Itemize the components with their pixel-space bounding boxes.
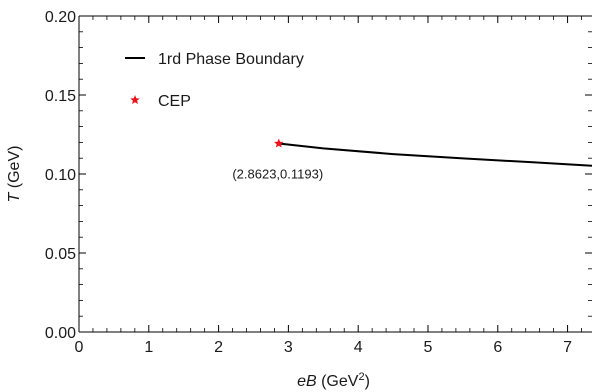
x-axis-title-symbol: eB [297, 373, 317, 390]
x-axis-title-close: ) [365, 373, 370, 390]
x-tick-labels: 0 1 2 3 4 5 6 7 [75, 339, 573, 356]
x-tick-label: 4 [354, 339, 363, 356]
phase-boundary-line [278, 142, 593, 167]
y-axis-title: T (GeV) [6, 146, 23, 203]
x-tick-label: 0 [75, 339, 84, 356]
x-tick-label: 3 [284, 339, 293, 356]
x-tick-label: 6 [493, 339, 502, 356]
y-axis-title-unit: (GeV) [6, 146, 23, 193]
major-ticks [78, 15, 592, 333]
minor-ticks [79, 16, 592, 332]
x-axis-title-unit: (GeV [317, 373, 359, 390]
cep-star-marker [274, 138, 284, 148]
y-axis-title-symbol: T [6, 191, 23, 202]
y-tick-label: 0.05 [45, 246, 76, 263]
x-axis-title-superscript: 2 [358, 371, 364, 383]
x-tick-label: 5 [424, 339, 433, 356]
legend-star-swatch [130, 95, 140, 105]
legend-label-phase-boundary: 1rd Phase Boundary [158, 51, 304, 68]
y-tick-label: 0.15 [45, 88, 76, 105]
x-tick-label: 7 [563, 339, 572, 356]
y-tick-labels: 0.00 0.05 0.10 0.15 0.20 [45, 9, 76, 342]
cep-coordinate-annotation: (2.8623,0.1193) [232, 167, 323, 182]
x-tick-label: 1 [144, 339, 153, 356]
legend-label-cep: CEP [158, 93, 191, 110]
x-axis-title: eB (GeV2) [297, 371, 370, 390]
x-tick-label: 2 [214, 339, 223, 356]
y-tick-label: 0.00 [45, 325, 76, 342]
y-tick-label: 0.10 [45, 167, 76, 184]
y-tick-label: 0.20 [45, 9, 76, 26]
